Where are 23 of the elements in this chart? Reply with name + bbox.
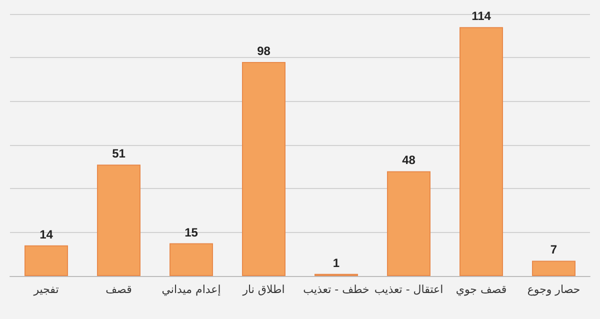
x-tick-label: اطلاق نار — [242, 283, 285, 296]
bar — [97, 164, 140, 276]
bar — [532, 260, 576, 276]
data-label: 48 — [402, 153, 416, 168]
bar — [24, 245, 68, 276]
x-tick-label: قصف — [106, 283, 132, 296]
data-label: 14 — [40, 227, 54, 242]
x-tick-label: تفجير — [32, 283, 59, 296]
x-tick-label: إعدام ميداني — [162, 283, 221, 296]
x-tick-label: حصار وجوع — [527, 283, 580, 296]
data-label: 15 — [184, 225, 198, 240]
x-tick-label: قصف جوي — [456, 283, 507, 296]
bar — [170, 243, 213, 276]
data-label: 51 — [112, 146, 126, 161]
data-label: 98 — [257, 44, 271, 58]
x-tick-label: خطف - تعذيب — [303, 283, 370, 296]
x-tick-label: اعتقال - تعذيب — [374, 283, 444, 296]
bar — [242, 62, 286, 276]
data-label: 1 — [332, 256, 340, 270]
data-label: 7 — [550, 242, 558, 257]
bar — [387, 171, 430, 276]
data-label: 114 — [472, 9, 492, 24]
bar — [460, 27, 503, 276]
